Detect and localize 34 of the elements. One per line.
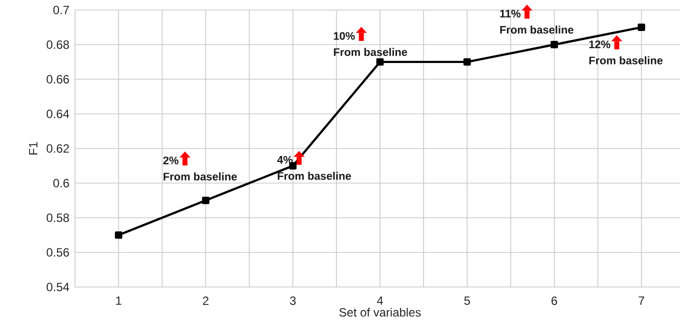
- x-tick-label: 4: [376, 296, 383, 305]
- point: [202, 196, 210, 204]
- annotation: 4%: [277, 156, 293, 164]
- y-tick-label: 0.7: [53, 6, 69, 14]
- annotation: From baseline: [589, 56, 663, 64]
- annotation: 11%: [500, 10, 521, 18]
- annotation: From baseline: [164, 172, 237, 180]
- y-axis-title: F1: [29, 142, 38, 154]
- annotation: From baseline: [500, 26, 574, 34]
- annotation: 10%: [334, 32, 355, 40]
- x-tick-label: 7: [638, 296, 644, 305]
- point: [550, 40, 558, 48]
- y-tick-label: 0.58: [46, 214, 69, 222]
- y-tick-label: 0.64: [46, 110, 70, 118]
- point: [638, 24, 646, 31]
- y-tick-label: 0.56: [46, 248, 69, 257]
- x-tick-label: 6: [552, 296, 558, 305]
- y-tick-label: 0.54: [46, 282, 70, 292]
- annotation: 2%: [163, 156, 178, 164]
- y-tick-label: 0.68: [46, 40, 69, 49]
- point: [114, 231, 122, 239]
- x-tick-label: 5: [464, 296, 470, 305]
- annotation: 12%: [589, 40, 610, 48]
- x-tick-label: 2: [202, 296, 208, 305]
- y-tick-label: 0.62: [46, 144, 69, 153]
- x-axis-title: Set of variables: [339, 308, 421, 317]
- x-tick-label: 1: [116, 296, 122, 305]
- y-tick-label: 0.6: [53, 178, 69, 188]
- point: [463, 58, 471, 66]
- point: [376, 58, 384, 66]
- annotation: From baseline: [334, 48, 408, 56]
- x-tick-label: 3: [290, 296, 296, 305]
- annotation: From baseline: [278, 172, 351, 180]
- y-tick-label: 0.66: [46, 75, 69, 84]
